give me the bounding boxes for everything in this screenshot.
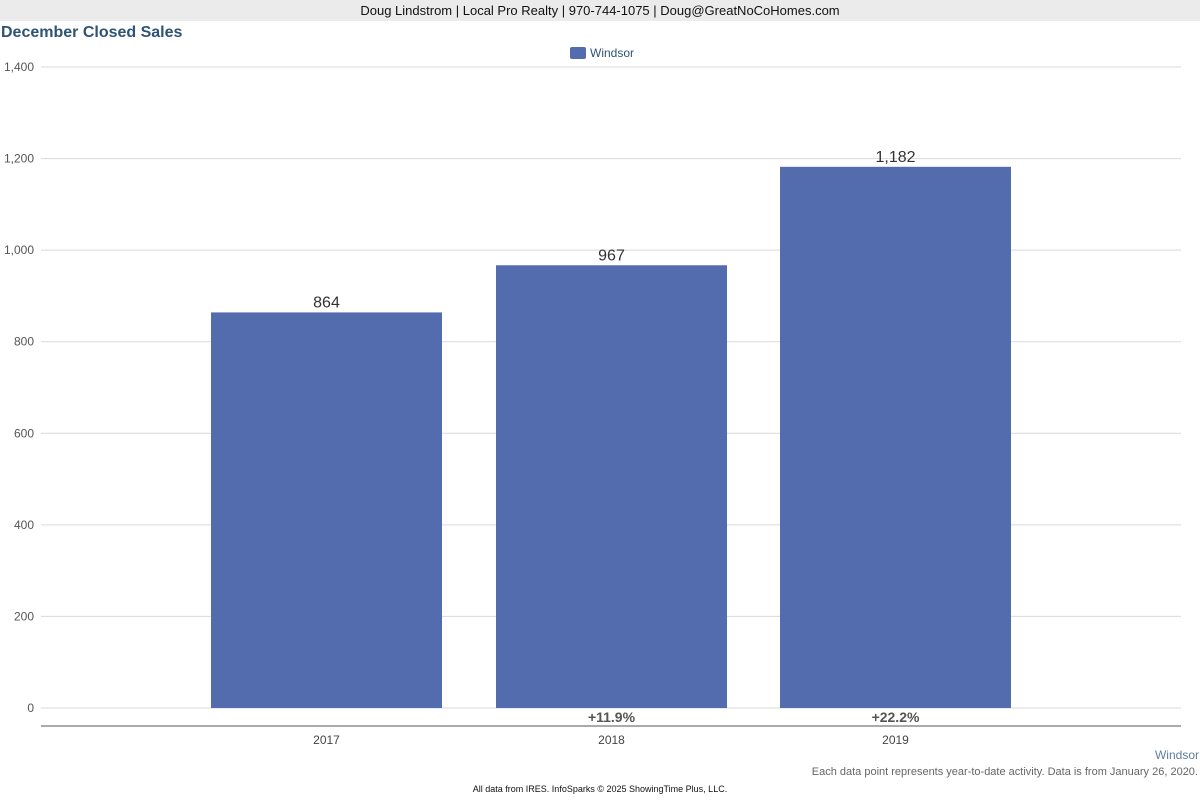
data-label: 967 [598,247,625,264]
y-tick-label: 600 [14,426,34,440]
contact-header: Doug Lindstrom | Local Pro Realty | 970-… [0,0,1200,21]
data-label: 864 [313,294,340,311]
bar[interactable] [496,265,727,708]
x-tick-label: 2018 [598,733,625,747]
chart-title: December Closed Sales [1,24,183,41]
data-label: 1,182 [875,149,915,166]
footer-location[interactable]: Windsor [1154,748,1199,762]
footer-credit: All data from IRES. InfoSparks © 2025 Sh… [472,784,728,794]
y-tick-label: 1,000 [4,243,34,257]
y-tick-label: 200 [14,609,34,623]
bar[interactable] [211,312,442,708]
change-label: +11.9% [588,709,636,725]
y-tick-label: 1,200 [4,152,34,166]
footer-note: Each data point represents year-to-date … [811,766,1198,778]
legend-swatch [570,47,586,59]
y-tick-label: 400 [14,518,34,532]
contact-line: Doug Lindstrom | Local Pro Realty | 970-… [360,3,840,18]
y-tick-label: 1,400 [4,60,34,74]
x-tick-label: 2019 [882,733,909,747]
change-label: +22.2% [872,709,920,725]
y-tick-label: 800 [14,335,34,349]
y-tick-label: 0 [27,701,34,715]
x-tick-label: 2017 [313,733,340,747]
legend-label: Windsor [590,46,635,60]
bar[interactable] [780,166,1011,708]
chart-legend[interactable]: Windsor [570,46,634,60]
